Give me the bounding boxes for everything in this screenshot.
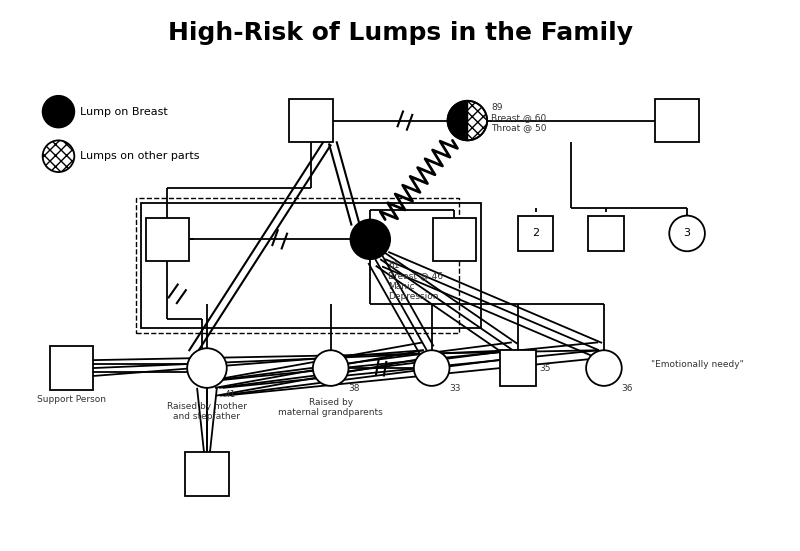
Text: 33: 33 [450, 384, 461, 393]
Text: 2: 2 [532, 229, 539, 239]
Bar [518, 215, 554, 251]
Polygon shape [447, 101, 467, 141]
Text: 41: 41 [225, 390, 236, 399]
Text: 89
Breast @ 60
Throat @ 50: 89 Breast @ 60 Throat @ 50 [491, 102, 546, 133]
Bar [588, 215, 624, 251]
Bar [289, 99, 333, 142]
Circle shape [670, 215, 705, 251]
Bar [146, 218, 189, 261]
Circle shape [313, 350, 349, 386]
Bar [433, 218, 476, 261]
Bar [500, 350, 536, 386]
Circle shape [42, 96, 74, 127]
Circle shape [187, 348, 226, 388]
Bar [185, 452, 229, 496]
Polygon shape [467, 101, 487, 141]
Text: Lumps on other parts: Lumps on other parts [80, 151, 200, 161]
Text: 35: 35 [539, 364, 551, 373]
Bar [50, 346, 93, 390]
Circle shape [42, 141, 74, 172]
Text: Raised by
maternal grandparents: Raised by maternal grandparents [278, 398, 383, 417]
Bar [141, 203, 481, 328]
Text: 36: 36 [622, 384, 634, 393]
Text: High-Risk of Lumps in the Family: High-Risk of Lumps in the Family [167, 20, 633, 45]
Circle shape [586, 350, 622, 386]
Text: Raised by mother
and stepfather: Raised by mother and stepfather [167, 402, 247, 421]
Text: 3: 3 [683, 229, 690, 239]
Text: Lump on Breast: Lump on Breast [80, 107, 168, 117]
Bar [136, 198, 459, 333]
Circle shape [414, 350, 450, 386]
Text: Support Person: Support Person [37, 395, 106, 404]
Text: "Emotionally needy": "Emotionally needy" [651, 360, 744, 369]
Circle shape [350, 219, 390, 259]
Text: 61
Breast @ 46
Manic
Depression: 61 Breast @ 46 Manic Depression [388, 261, 443, 301]
Bar [655, 99, 699, 142]
Text: 38: 38 [349, 384, 360, 393]
